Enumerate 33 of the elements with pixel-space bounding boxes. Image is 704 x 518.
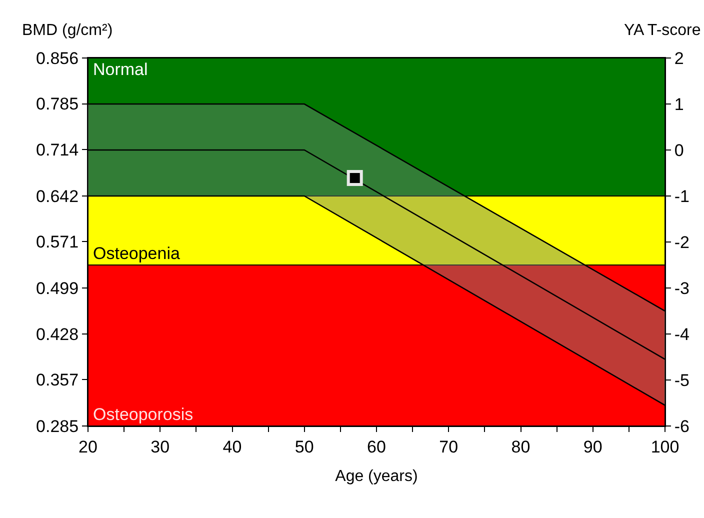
y-tick-label: 0.357: [36, 370, 79, 390]
x-tick-label: 40: [222, 437, 242, 456]
x-tick-label: 100: [650, 437, 680, 456]
x-tick-label: 80: [511, 437, 530, 456]
y-tick-label: 0.714: [36, 140, 79, 160]
y2-tick-label: 1: [674, 94, 684, 114]
y2-tick-label: -6: [674, 416, 690, 436]
y2-tick-label: -3: [674, 278, 690, 298]
y2-tick-label: 0: [674, 140, 684, 160]
y-tick-label: 0.285: [36, 416, 79, 436]
y-tick-label: 0.499: [36, 279, 79, 298]
y-axis-title: BMD (g/cm²): [22, 22, 113, 39]
x-tick-label: 50: [294, 437, 314, 456]
x-tick-label: 90: [583, 437, 602, 456]
y-tick-label: 0.856: [36, 48, 79, 68]
x-tick-label: 20: [78, 437, 98, 456]
band-label: Osteoporosis: [93, 405, 194, 424]
x-axis-title: Age (years): [335, 468, 418, 486]
y-tick-label: 0.428: [36, 324, 79, 344]
y2-tick-label: -2: [674, 232, 690, 252]
x-tick-label: 70: [439, 437, 458, 456]
y2-tick-label: -5: [674, 370, 690, 390]
y-tick-label: 0.785: [36, 94, 79, 114]
y-tick-label: 0.571: [36, 232, 79, 252]
y2-axis-title: YA T-score: [624, 22, 701, 39]
y-tick-label: 0.642: [36, 186, 79, 206]
band-label: Normal: [93, 60, 148, 79]
y2-tick-label: -4: [674, 324, 690, 344]
x-tick-label: 30: [150, 437, 170, 456]
y2-tick-label: 2: [674, 48, 684, 68]
x-tick-label: 60: [367, 437, 386, 456]
band-label: Osteopenia: [93, 244, 180, 263]
y2-tick-label: -1: [674, 186, 690, 206]
